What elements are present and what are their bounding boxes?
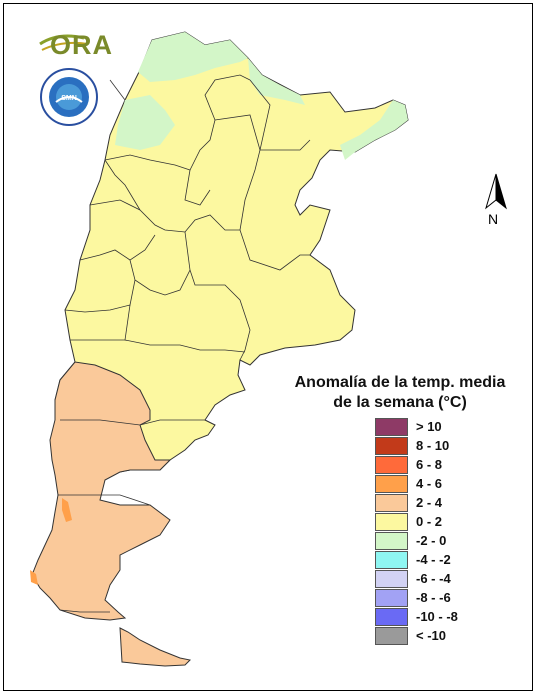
ora-logo: ORA [38,30,112,62]
ora-swoosh-icon [39,34,89,51]
legend-swatch [375,570,408,588]
legend-label: < -10 [416,628,446,643]
legend-label: 0 - 2 [416,514,443,529]
legend-swatch [375,456,408,474]
province-boundaries [58,74,311,613]
region-orange-south [31,361,172,621]
north-label: N [488,211,499,227]
smn-seal-icon: SMN [40,68,98,126]
legend-swatch [375,437,408,455]
region-green-west [115,95,175,150]
legend-title: Anomalía de la temp. media de la semana … [280,373,520,413]
legend-label: -10 - -8 [416,609,458,624]
legend-label: 4 - 6 [416,476,443,491]
legend-title-line2: de la semana (°C) [333,394,467,411]
legend-swatch [375,627,408,645]
legend-label: 8 - 10 [416,438,450,453]
legend-label: > 10 [416,419,442,434]
legend-label: 6 - 8 [416,457,443,472]
legend-label: -6 - -4 [416,571,451,586]
tierra-del-fuego [119,627,192,667]
legend-swatch [375,532,408,550]
legend-swatch [375,589,408,607]
legend-label: -2 - 0 [416,533,447,548]
svg-text:SMN: SMN [61,95,77,102]
legend-swatch [375,494,408,512]
legend-title-line1: Anomalía de la temp. media [294,374,506,391]
region-green-northeast [248,58,305,105]
legend-swatch [375,551,408,569]
region-green-northwest [138,32,248,82]
legend-swatch [375,475,408,493]
legend-swatch [375,418,408,436]
legend-label: 2 - 4 [416,495,443,510]
legend-label: -8 - -6 [416,590,451,605]
region-darkorange-west [62,498,72,522]
legend-label: -4 - -2 [416,552,451,567]
north-arrow-icon [485,173,507,210]
region-green-misiones [340,100,408,160]
legend-swatch [375,608,408,626]
ora-logo-text: ORA [50,30,113,60]
region-darkorange-southwest [30,570,38,585]
legend-swatch [375,513,408,531]
